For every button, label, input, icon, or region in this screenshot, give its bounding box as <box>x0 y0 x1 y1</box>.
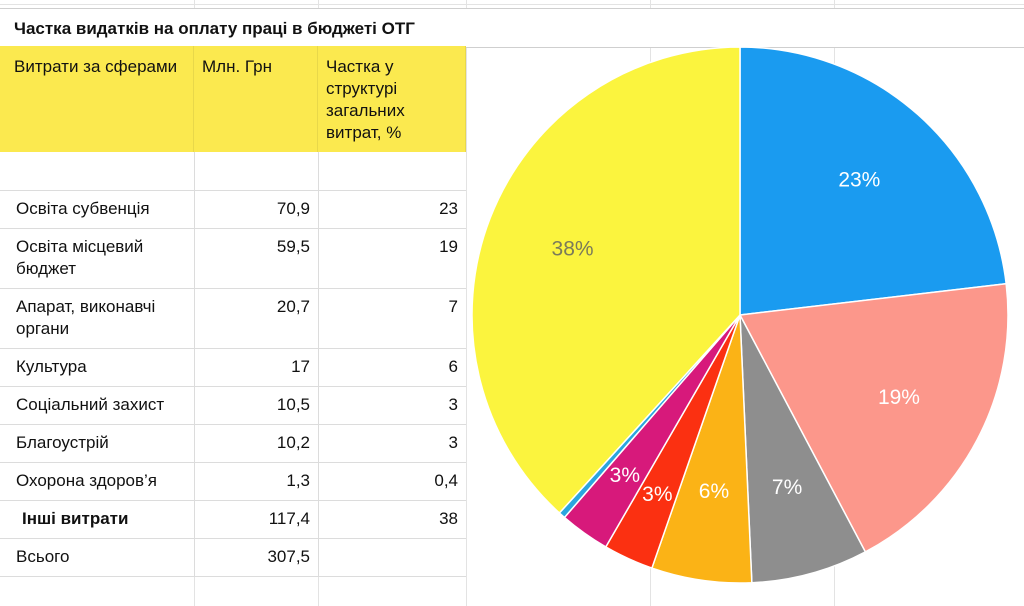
row-mln: 117,4 <box>194 500 318 538</box>
table-row[interactable]: Охорона здоров’я 1,3 0,4 <box>0 462 466 501</box>
table-cell <box>318 152 466 190</box>
row-category: Інші витрати <box>22 509 129 528</box>
title-row[interactable]: Частка видатків на оплату праці в бюджет… <box>0 8 1024 48</box>
table-row-empty[interactable] <box>0 152 466 191</box>
row-category: Освіта місцевий бюджет <box>16 237 144 278</box>
row-share: 38 <box>318 500 466 538</box>
row-category: Освіта субвенція <box>16 199 150 218</box>
row-mln: 10,2 <box>194 424 318 462</box>
row-mln: 59,5 <box>194 228 318 288</box>
row-share: 6 <box>318 348 466 386</box>
pie-slice <box>739 46 1008 316</box>
header-category[interactable]: Витрати за сферами <box>0 46 194 152</box>
row-category: Охорона здоров’я <box>16 471 157 490</box>
table-cell <box>194 152 318 190</box>
pie-slice <box>738 282 1009 553</box>
table-row[interactable]: Соціальний захист 10,5 3 <box>0 386 466 425</box>
table-row-total[interactable]: Всього 307,5 <box>0 538 466 577</box>
row-mln: 17 <box>194 348 318 386</box>
table-row[interactable]: Культура 17 6 <box>0 348 466 387</box>
row-share: 23 <box>318 190 466 228</box>
table-row[interactable]: Благоустрій 10,2 3 <box>0 424 466 463</box>
pie-slice-label: 19% <box>878 386 920 409</box>
row-mln: 307,5 <box>194 538 318 576</box>
table-cell <box>0 152 194 190</box>
row-category: Апарат, виконавчі органи <box>16 297 156 338</box>
pie-slice-label: 6% <box>699 480 729 503</box>
grid-column-line <box>466 0 467 606</box>
table-row[interactable]: Апарат, виконавчі органи 20,7 7 <box>0 288 466 349</box>
row-mln: 10,5 <box>194 386 318 424</box>
pie-slice-label: 3% <box>642 483 672 506</box>
row-share: 19 <box>318 228 466 288</box>
row-share: 7 <box>318 288 466 348</box>
header-mln[interactable]: Млн. Грн <box>194 46 318 152</box>
pie-slice-label: 7% <box>772 476 802 499</box>
row-share: 0,4 <box>318 462 466 500</box>
row-mln: 70,9 <box>194 190 318 228</box>
row-share: 3 <box>318 424 466 462</box>
row-category: Благоустрій <box>16 433 109 452</box>
pie-slice <box>471 46 741 515</box>
table-row[interactable]: Освіта субвенція 70,9 23 <box>0 190 466 229</box>
pie-slice-label: 38% <box>552 238 594 261</box>
row-mln: 1,3 <box>194 462 318 500</box>
pie-slice-label: 23% <box>838 168 880 191</box>
table-row[interactable]: Інші витрати 117,4 38 <box>0 500 466 539</box>
row-share: 3 <box>318 386 466 424</box>
page-title: Частка видатків на оплату праці в бюджет… <box>14 19 415 38</box>
row-category: Всього <box>16 547 70 566</box>
header-share[interactable]: Частка у структурі загальних витрат, % <box>318 46 466 152</box>
pie-slice-label: 3% <box>610 464 640 487</box>
pie-chart: 23% 19% 7% 6% 3%3% 38% <box>471 46 1009 584</box>
row-category: Соціальний захист <box>16 395 165 414</box>
pie-slice <box>739 314 867 584</box>
row-category: Культура <box>16 357 87 376</box>
row-share <box>318 538 466 576</box>
table-row[interactable]: Освіта місцевий бюджет 59,5 19 <box>0 228 466 289</box>
row-mln: 20,7 <box>194 288 318 348</box>
grid-row-line <box>0 4 1024 5</box>
